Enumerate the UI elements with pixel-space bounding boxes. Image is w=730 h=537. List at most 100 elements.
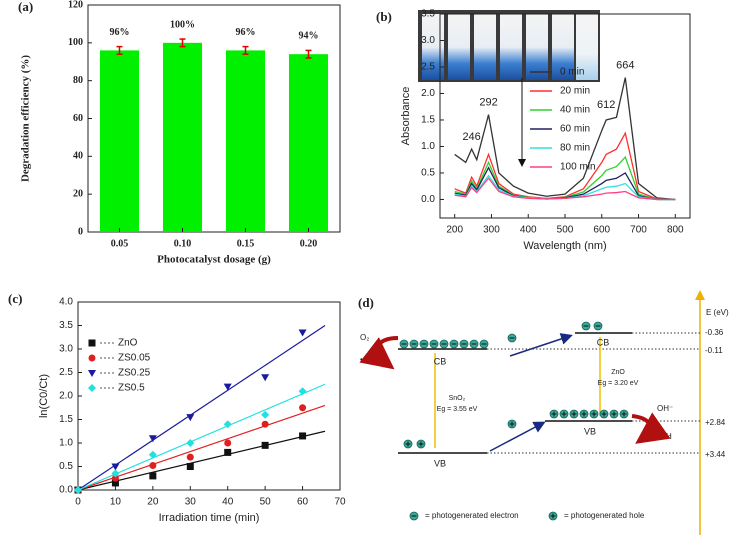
x-axis-label: Irradiation time (min) [159, 512, 260, 524]
y-axis-label: ln(C0/Ct) [38, 374, 50, 418]
x-tick-label: 0.10 [174, 238, 192, 249]
point [149, 462, 157, 470]
y-tick-label: 20 [73, 188, 83, 199]
point [111, 474, 119, 482]
bar [288, 54, 329, 232]
y-tick-label: 1.0 [421, 141, 435, 152]
point [261, 420, 269, 428]
legend-label: 0 min [560, 67, 584, 78]
annotation: 664 [616, 59, 634, 71]
point [74, 486, 82, 494]
level-label: -0.11 [705, 346, 723, 355]
x-tick-label: 500 [557, 225, 574, 236]
point [111, 479, 119, 487]
y-tick-label: 1.0 [59, 438, 73, 449]
oh-label: OH⁻ [657, 404, 673, 413]
y-tick-label: 80 [73, 75, 83, 86]
point [186, 439, 195, 447]
point [111, 463, 120, 471]
y-tick-label: 0.0 [59, 485, 73, 496]
cb-label: CB [597, 337, 610, 347]
point [224, 439, 232, 447]
value-label: 100% [170, 19, 195, 30]
line [454, 177, 676, 201]
fit-line [77, 430, 326, 491]
fit-line [77, 383, 326, 491]
point [261, 441, 269, 449]
point [88, 384, 96, 392]
energy-arrow [695, 290, 705, 300]
point [88, 354, 96, 362]
point [223, 383, 232, 391]
x-tick-label: 60 [297, 497, 309, 508]
panel-label: (b) [376, 9, 392, 24]
annotation: 246 [462, 131, 480, 143]
x-tick-label: 70 [334, 497, 346, 508]
point [186, 414, 195, 422]
level-label: +3.44 [705, 450, 726, 459]
point [299, 432, 307, 440]
point [186, 463, 194, 470]
x-tick-label: 400 [520, 225, 537, 236]
point [224, 448, 232, 456]
x-tick-label: 700 [630, 225, 647, 236]
point [149, 472, 157, 480]
point [148, 450, 157, 459]
y-tick-label: 120 [68, 0, 83, 10]
y-tick-label: 3.5 [59, 320, 73, 331]
point [261, 410, 270, 419]
y-tick-label: 0 [78, 226, 83, 237]
x-tick-label: 300 [483, 225, 500, 236]
y-tick-label: 2.5 [59, 367, 73, 378]
material-label: SnO₂ [449, 395, 466, 402]
panel-label: (c) [8, 291, 22, 306]
gap-label: Eg = 3.20 eV [598, 380, 639, 387]
point [148, 435, 157, 443]
chart: (a) 0 20 40 60 80 100 120 Photocatalyst dosage (… [18, 0, 341, 266]
chart: (b) 0.0 0.5 1.0 1.5 2.0 2.5 3.0 3.5 200 300 400 500 6… [376, 9, 691, 252]
y-axis-label: Degradation efficiency (%) [20, 55, 32, 182]
annotation: 612 [597, 99, 615, 111]
value-label: 94% [299, 31, 319, 42]
line [454, 77, 676, 201]
x-axis-label: Photocatalyst dosage (g) [157, 254, 271, 266]
cb-label: CB [434, 356, 447, 366]
chart: (c) 0.0 0.5 1.0 1.5 2.0 2.5 3.0 3.5 4.0 0 10 20 30 40 5… [8, 291, 346, 524]
o2-label: O₂ [360, 333, 369, 342]
x-tick-label: 50 [260, 497, 272, 508]
y-tick-label: 1.5 [421, 115, 435, 126]
legend-label: 40 min [560, 105, 590, 116]
y-tick-label: 1.5 [59, 414, 73, 425]
bar [99, 50, 140, 233]
legend-label: ZS0.5 [118, 383, 145, 394]
y-tick-label: 0.0 [421, 194, 435, 205]
point [88, 370, 96, 377]
band-diagram: E (eV) -0.36 -0.11 +2.84 +3.44 CB VB CB … [358, 290, 729, 535]
point [223, 420, 232, 429]
legend-label: 80 min [560, 143, 590, 154]
x-tick-label: 40 [222, 497, 234, 508]
x-tick-label: 0 [75, 497, 81, 508]
vb-label: VB [434, 458, 446, 468]
y-tick-label: 0.5 [59, 461, 73, 472]
point [111, 469, 120, 478]
x-axis-label: Wavelength (nm) [523, 240, 606, 252]
value-label: 96% [110, 27, 130, 38]
x-tick-label: 20 [147, 497, 159, 508]
vial-photo [418, 10, 600, 82]
legend-label: ZS0.05 [118, 353, 151, 364]
fit-line [77, 325, 326, 491]
legend-label: 60 min [560, 124, 590, 135]
y-tick-label: 2.0 [421, 88, 435, 99]
y-tick-label: 0.5 [421, 168, 435, 179]
y-tick-label: 60 [73, 113, 83, 124]
point [298, 329, 307, 337]
legend-label: ZnO [118, 338, 138, 349]
y-tick-label: 3.0 [421, 35, 435, 46]
point [299, 404, 307, 412]
legend-label: 100 min [560, 162, 596, 173]
x-tick-label: 600 [593, 225, 610, 236]
y-tick-label: 2.5 [421, 62, 435, 73]
annotation: 292 [479, 97, 497, 109]
